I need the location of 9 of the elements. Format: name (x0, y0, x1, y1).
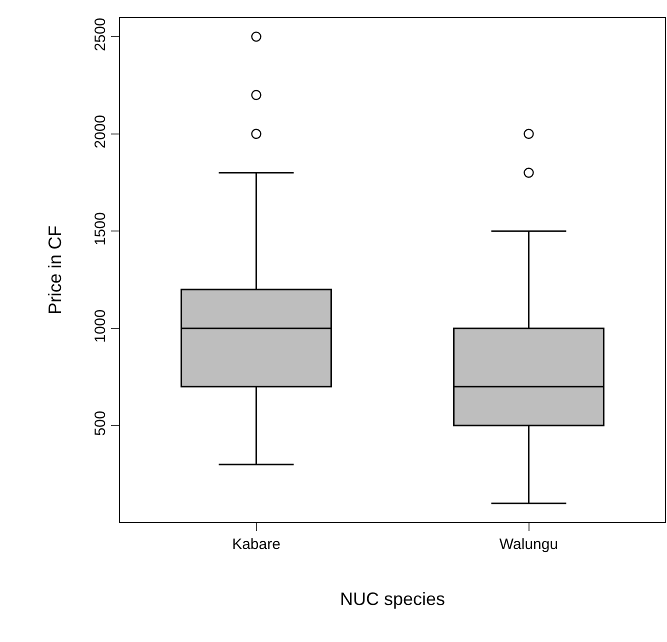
y-tick-label: 1000 (92, 309, 109, 343)
y-axis-title: Price in CF (45, 225, 66, 315)
y-tick-label: 500 (92, 410, 109, 436)
x-tick-label: Walungu (499, 536, 558, 553)
x-axis-title: NUC species (340, 589, 446, 610)
y-tick-label: 2500 (92, 18, 109, 52)
y-tick-label: 2000 (92, 114, 109, 148)
x-tick-label: Kabare (232, 536, 280, 553)
y-tick-label: 1500 (92, 212, 109, 246)
